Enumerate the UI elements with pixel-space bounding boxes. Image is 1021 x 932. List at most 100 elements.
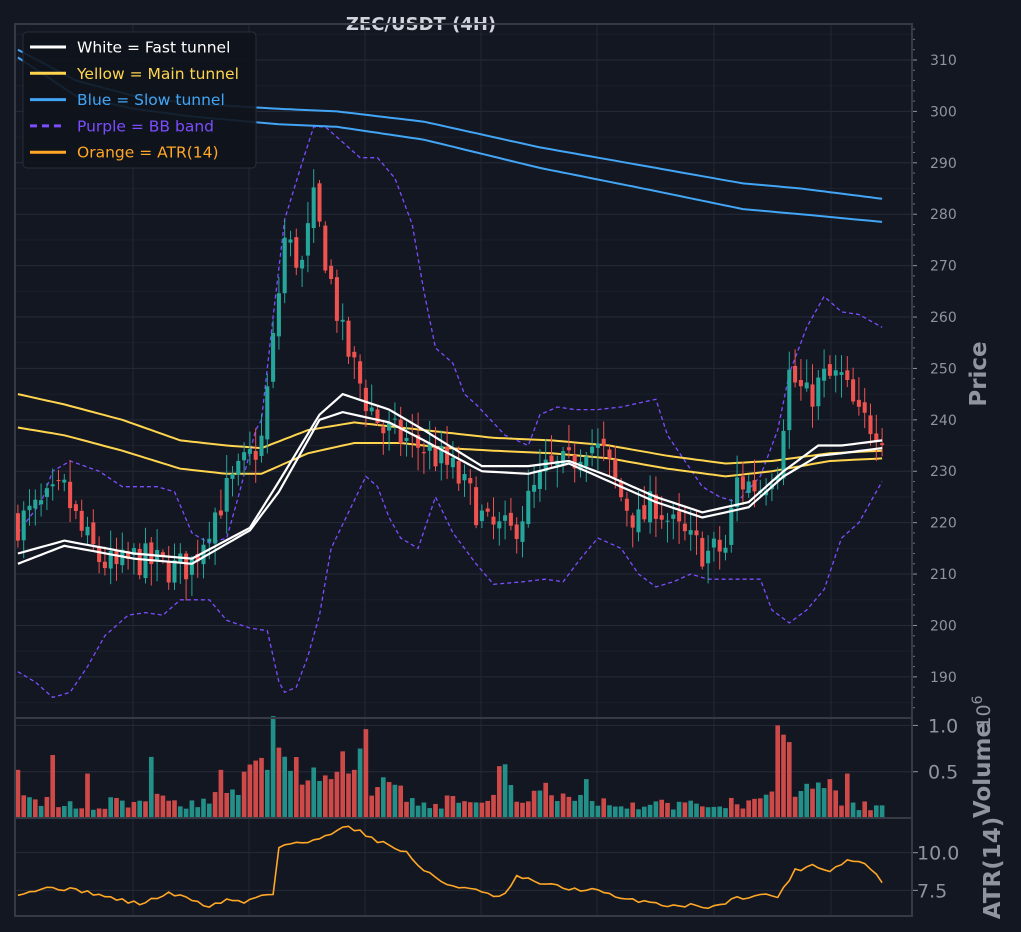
candle-body	[433, 445, 438, 467]
candle	[317, 179, 322, 227]
candle-body	[236, 460, 241, 475]
candle-body	[566, 447, 571, 451]
candle-body	[56, 480, 61, 482]
legend-label: Blue = Slow tunnel	[77, 91, 225, 109]
volume-bar	[630, 802, 636, 818]
volume-bar	[682, 802, 688, 818]
legend-item: Yellow = Main tunnel	[30, 65, 239, 83]
fast-tunnel-lower-line	[17, 410, 883, 565]
volume-bar	[293, 757, 299, 818]
candle-body	[526, 490, 531, 525]
candle-body	[68, 481, 73, 509]
volume-bar	[247, 764, 253, 818]
volume-bar	[415, 805, 421, 818]
legend-item: White = Fast tunnel	[30, 39, 230, 57]
candle-body	[648, 491, 653, 523]
candle-body	[421, 452, 426, 454]
volume-bar	[340, 751, 346, 818]
candle-body	[833, 370, 838, 376]
volume-bar	[230, 789, 235, 818]
volume-bar	[148, 756, 154, 818]
fast-tunnel-layer	[17, 392, 883, 565]
candle-body	[311, 187, 316, 229]
candle	[27, 489, 32, 526]
volume-bar	[177, 806, 183, 818]
candle-body	[793, 365, 798, 383]
volume-bar	[409, 798, 415, 818]
candle	[230, 466, 235, 497]
main-tunnel-layer	[17, 393, 883, 478]
volume-bar	[566, 796, 572, 818]
candle	[711, 531, 716, 562]
volume-bar	[276, 747, 282, 818]
volume-bar	[549, 795, 554, 818]
candle-body	[27, 505, 32, 511]
candle	[636, 490, 641, 542]
candle	[311, 169, 316, 243]
volume-bar	[380, 777, 386, 818]
candle	[102, 546, 107, 576]
candle-body	[160, 552, 165, 557]
candle-body	[735, 477, 740, 508]
volume-bar	[264, 769, 270, 818]
candle-body	[868, 415, 873, 435]
candle-body	[636, 509, 641, 533]
candle-body	[300, 259, 305, 269]
volume-bar	[369, 795, 375, 818]
candle-body	[398, 419, 403, 444]
volume-bar	[589, 801, 595, 818]
candle	[740, 462, 745, 506]
candle-body	[590, 446, 595, 454]
volume-bar	[711, 806, 717, 818]
volume-bar	[618, 806, 624, 818]
candle	[479, 504, 484, 529]
volume-bar	[201, 798, 206, 818]
volume-bar	[259, 757, 264, 818]
volume-bar	[241, 771, 247, 818]
candle-body	[787, 369, 792, 431]
volume-bar	[844, 773, 850, 818]
candle	[242, 442, 247, 476]
candle-body	[624, 498, 629, 511]
candle	[50, 468, 55, 501]
volume-bar	[61, 806, 67, 818]
volume-bar	[299, 784, 305, 818]
candle	[62, 473, 67, 492]
volume-bar	[85, 773, 90, 818]
volume-bar	[665, 802, 670, 818]
candle-body	[851, 379, 856, 402]
volume-bar	[502, 764, 508, 818]
candle-body	[856, 399, 861, 407]
candle-body	[126, 551, 131, 559]
candle-body	[392, 418, 397, 420]
price-tick-label: 190	[930, 670, 957, 686]
candle	[108, 530, 113, 585]
candle-body	[462, 474, 467, 481]
candle-body	[363, 387, 368, 412]
candle	[561, 446, 566, 474]
volume-bar	[514, 801, 520, 818]
volume-bar	[688, 800, 694, 818]
candle-body	[653, 494, 658, 519]
price-tick-label: 200	[930, 618, 957, 634]
candle	[358, 354, 363, 399]
candle-body	[874, 433, 879, 442]
volume-bar	[810, 788, 815, 818]
volume-bar	[154, 793, 160, 818]
price-tick-label: 210	[930, 567, 957, 583]
candle	[659, 495, 664, 529]
candle	[166, 545, 171, 590]
candle	[677, 493, 682, 544]
price-tick-label: 240	[930, 413, 957, 429]
candle	[804, 359, 809, 392]
volume-bar	[583, 779, 589, 818]
volume-bar	[792, 796, 798, 818]
volume-bar	[496, 766, 502, 818]
candle-body	[497, 521, 502, 529]
candle	[613, 445, 618, 489]
candle	[503, 500, 508, 540]
candle	[537, 449, 542, 502]
candle	[845, 356, 850, 388]
candle	[566, 424, 571, 459]
candle-body	[131, 548, 136, 556]
